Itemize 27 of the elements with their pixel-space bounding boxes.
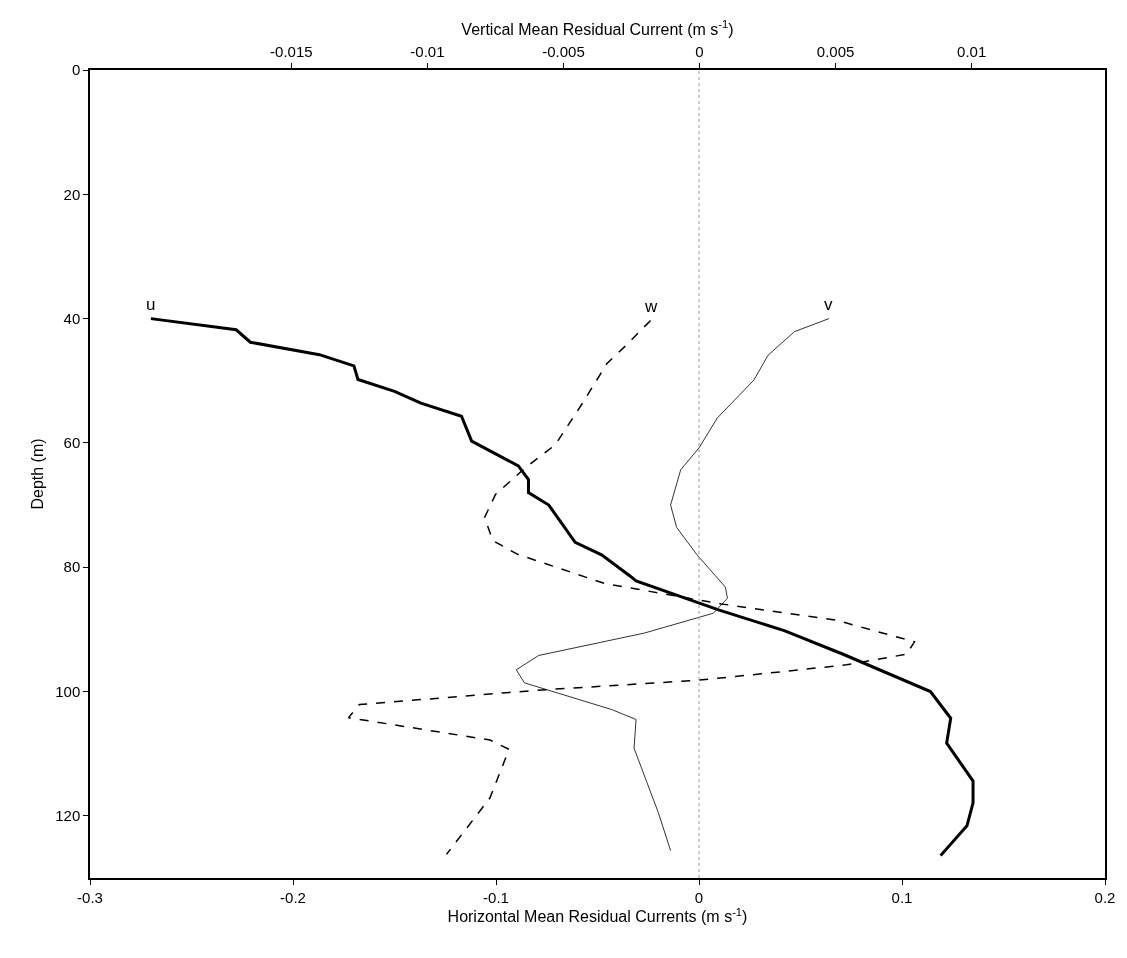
x2-tick-label: -0.005 xyxy=(542,43,585,61)
y-axis-title: Depth (m) xyxy=(28,438,46,510)
x2-axis-title: Vertical Mean Residual Current (m s$^{-1}$) xyxy=(461,17,734,38)
x-tick-label: -0.2 xyxy=(280,888,306,906)
y-tick-label: 20 xyxy=(63,185,81,203)
y-tick-label: 100 xyxy=(55,682,81,700)
x-tick-label: 0 xyxy=(694,888,704,906)
y-tick-label: 80 xyxy=(63,558,81,576)
x2-tick-label: -0.01 xyxy=(410,43,445,61)
line-series xyxy=(515,318,830,852)
x-axis-title: Horizontal Mean Residual Currents (m s$^{-1}$) xyxy=(447,905,748,926)
series-label: v xyxy=(824,295,833,314)
series-label: u xyxy=(146,295,156,314)
series-label: w xyxy=(644,297,658,316)
x2-tick-label: 0.005 xyxy=(816,43,855,61)
x-tick-label: 0.2 xyxy=(1094,888,1116,906)
x-tick-label: -0.1 xyxy=(483,888,509,906)
y-tick-label: 0 xyxy=(71,61,81,79)
x2-tick-label: 0 xyxy=(695,43,704,61)
x2-tick-label: -0.015 xyxy=(270,43,313,61)
line-series xyxy=(149,317,975,858)
x2-tick-label: 0.01 xyxy=(957,43,987,61)
y-tick-label: 60 xyxy=(63,434,81,452)
x-tick-label: 0.1 xyxy=(891,888,913,906)
y-tick-label: 40 xyxy=(63,309,81,327)
x-tick-label: -0.3 xyxy=(77,888,103,906)
y-tick-label: 120 xyxy=(55,807,81,825)
